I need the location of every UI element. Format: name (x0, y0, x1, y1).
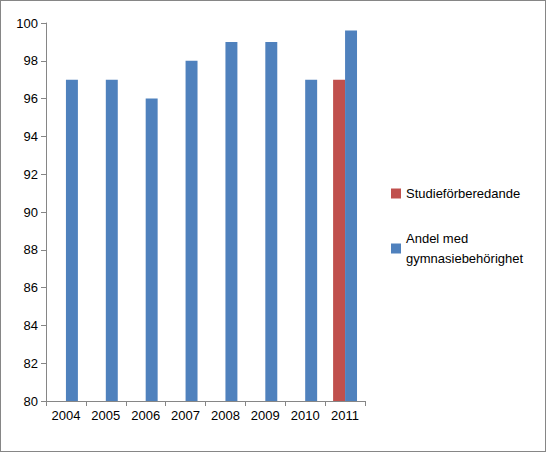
svg-text:2006: 2006 (131, 408, 160, 423)
svg-text:gymnasiebehörighet: gymnasiebehörighet (406, 251, 523, 266)
svg-text:84: 84 (24, 318, 38, 333)
svg-text:98: 98 (24, 53, 38, 68)
svg-text:96: 96 (24, 91, 38, 106)
svg-text:86: 86 (24, 280, 38, 295)
svg-text:88: 88 (24, 242, 38, 257)
svg-text:2009: 2009 (251, 408, 280, 423)
svg-text:2008: 2008 (211, 408, 240, 423)
svg-text:100: 100 (16, 16, 38, 31)
svg-text:92: 92 (24, 167, 38, 182)
svg-text:82: 82 (24, 356, 38, 371)
svg-text:90: 90 (24, 205, 38, 220)
svg-text:Studieförberedande: Studieförberedande (406, 186, 520, 201)
svg-text:2005: 2005 (91, 408, 120, 423)
svg-text:2011: 2011 (331, 408, 359, 423)
svg-text:80: 80 (24, 394, 38, 409)
svg-text:Andel med: Andel med (406, 231, 472, 246)
svg-text:2004: 2004 (51, 408, 80, 423)
svg-text:2007: 2007 (171, 408, 200, 423)
svg-text:94: 94 (24, 129, 38, 144)
svg-text:2010: 2010 (291, 408, 320, 423)
